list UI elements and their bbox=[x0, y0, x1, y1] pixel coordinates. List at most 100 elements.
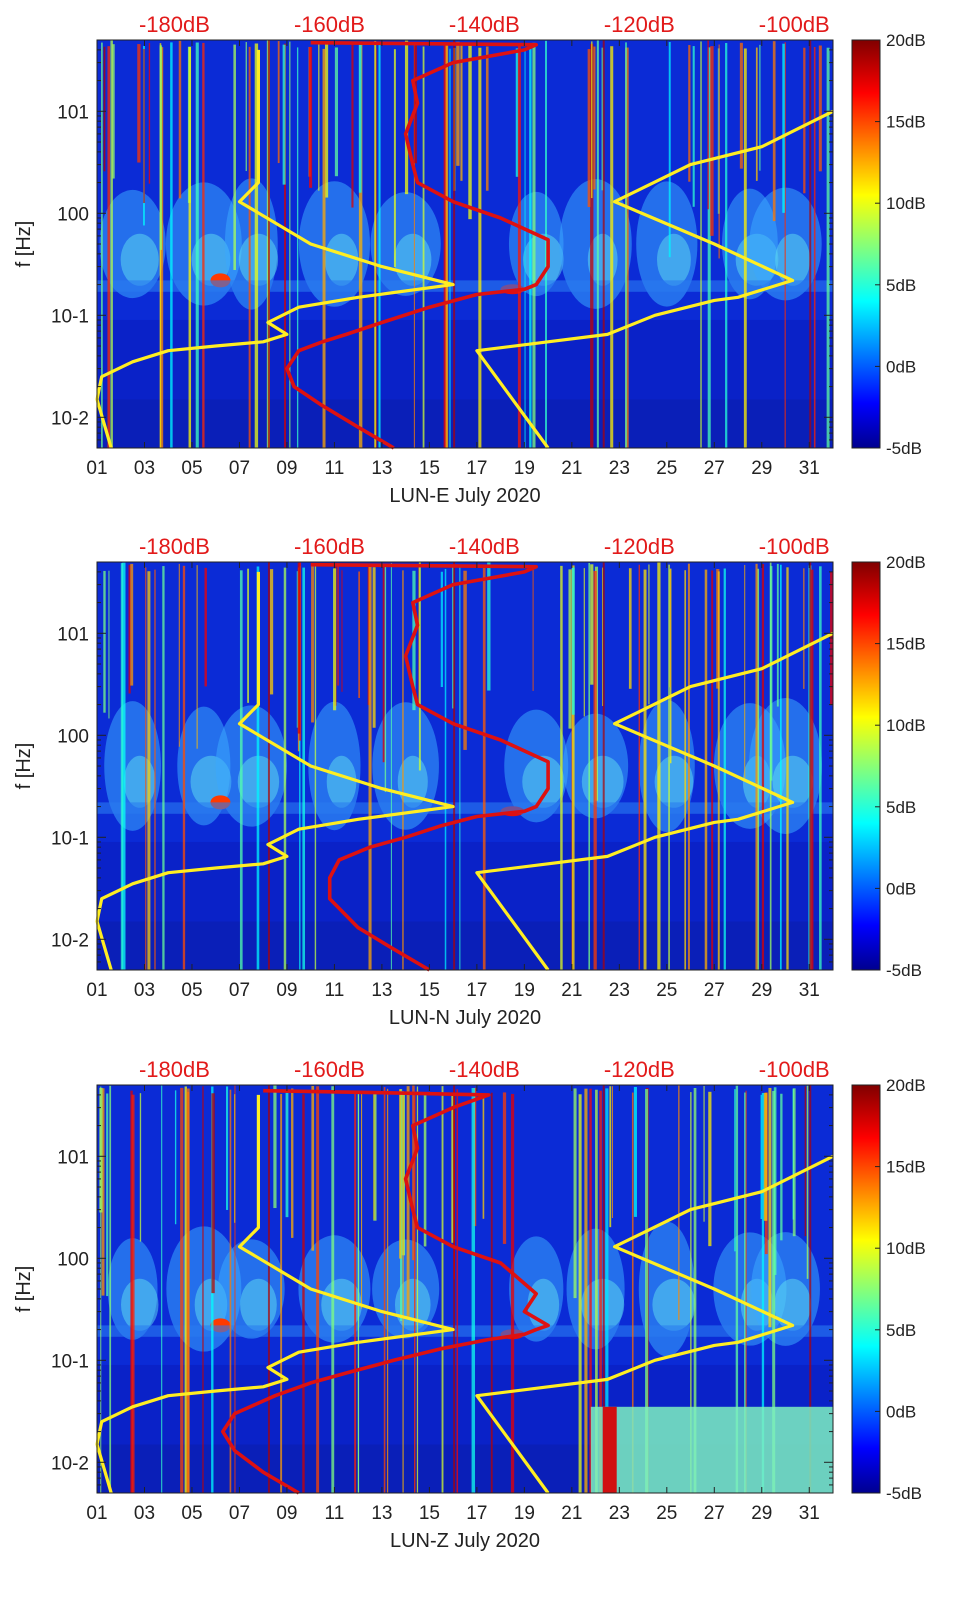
colorbar-tick-label: 15dB bbox=[886, 113, 926, 132]
x-tick-label: 21 bbox=[561, 980, 582, 1001]
spectrogram-streak bbox=[633, 1086, 637, 1217]
x-tick-label: 05 bbox=[181, 458, 202, 479]
spectrogram-band bbox=[590, 1406, 833, 1493]
spectrogram-streak bbox=[139, 1093, 142, 1242]
spectrogram-streak bbox=[739, 42, 743, 169]
top-axis-tick-label: -100dB bbox=[759, 12, 830, 37]
top-axis-tick-label: -120dB bbox=[604, 12, 675, 37]
spectrogram-streak bbox=[587, 49, 591, 208]
spectrogram-streak bbox=[776, 563, 779, 707]
x-tick-label: 11 bbox=[325, 980, 345, 1001]
spectrogram-streak bbox=[196, 565, 198, 749]
spectrogram-streak bbox=[101, 42, 103, 448]
spectrogram-streak bbox=[285, 1092, 289, 1218]
spectrogram-streak bbox=[299, 566, 301, 970]
spectrogram-streak bbox=[583, 568, 585, 717]
spectrogram-streak bbox=[755, 47, 758, 181]
spectrogram-streak bbox=[107, 46, 111, 448]
x-tick-label: 19 bbox=[514, 1503, 535, 1524]
top-axis-tick-label: -140dB bbox=[449, 12, 520, 37]
spectrogram-streak bbox=[386, 1088, 389, 1493]
spectrogram-streak bbox=[162, 566, 165, 970]
spectrogram-streak bbox=[745, 1090, 747, 1493]
spectrogram-streak bbox=[277, 41, 280, 164]
spectrogram-streak bbox=[818, 45, 822, 172]
spectrogram-streak bbox=[333, 568, 337, 711]
spectrogram-streak bbox=[628, 568, 632, 689]
spectrogram-streak bbox=[128, 564, 131, 694]
spectrogram-streak bbox=[813, 47, 816, 448]
x-tick-label: 29 bbox=[751, 980, 772, 1001]
spectrogram-streak bbox=[482, 567, 486, 970]
spectrogram-streak bbox=[760, 1094, 763, 1220]
spectrogram-streak bbox=[358, 571, 361, 699]
spectrogram-streak bbox=[571, 567, 575, 715]
spectrogram-streak bbox=[110, 40, 113, 449]
spectrogram-streak bbox=[761, 564, 765, 970]
spectrogram-streak bbox=[456, 1089, 459, 1493]
x-tick-label: 31 bbox=[799, 980, 820, 1001]
x-tick-label: 03 bbox=[134, 458, 155, 479]
x-tick-label: 07 bbox=[229, 980, 250, 1001]
spectrogram-energy bbox=[523, 233, 564, 286]
spectrogram-streak bbox=[734, 1089, 736, 1252]
top-axis-tick-label: -160dB bbox=[294, 534, 365, 559]
spectrogram-energy bbox=[121, 1278, 159, 1331]
x-axis-label: LUN-E July 2020 bbox=[389, 485, 540, 507]
spectrogram-streak bbox=[188, 46, 192, 448]
spectrogram-streak bbox=[690, 1092, 692, 1493]
y-tick-label: 10-2 bbox=[51, 1453, 89, 1474]
spectrogram-streak bbox=[572, 565, 575, 970]
colorbar bbox=[851, 561, 881, 971]
top-axis-tick-label: -180dB bbox=[139, 12, 210, 37]
spectrogram-streak bbox=[406, 1086, 410, 1318]
spectrogram-streak bbox=[174, 1090, 177, 1225]
x-tick-label: 17 bbox=[466, 980, 487, 1001]
top-axis-tick-label: -120dB bbox=[604, 1057, 675, 1082]
x-tick-label: 31 bbox=[799, 1503, 820, 1524]
x-tick-label: 13 bbox=[371, 458, 392, 479]
spectrogram-streak bbox=[109, 1085, 112, 1493]
colorbar-tick-label: 15dB bbox=[886, 1158, 926, 1177]
spectrogram-streak bbox=[99, 1087, 103, 1213]
spectrogram-streak bbox=[373, 1092, 377, 1221]
noise-model-curve-yellow bbox=[95, 49, 455, 449]
top-axis-tick-label: -140dB bbox=[449, 534, 520, 559]
spectrogram-streak bbox=[648, 564, 650, 705]
spectrogram-streak bbox=[792, 1088, 796, 1237]
spectrogram-streak bbox=[478, 47, 482, 449]
spectrogram-streak bbox=[296, 47, 299, 448]
spectrogram-streak bbox=[296, 571, 299, 728]
spectrogram-streak bbox=[418, 562, 421, 771]
spectrogram-streak bbox=[341, 570, 343, 692]
spectrogram-streak bbox=[170, 42, 173, 449]
spectrogram-streak bbox=[609, 1086, 612, 1228]
spectrogram-streak bbox=[374, 40, 377, 449]
spectrogram-streak bbox=[710, 46, 714, 236]
spectrogram-streak bbox=[487, 562, 491, 691]
x-tick-label: 05 bbox=[181, 980, 202, 1001]
x-tick-label: 03 bbox=[134, 980, 155, 1001]
spectrogram-streak bbox=[269, 569, 274, 695]
spectrogram-streak bbox=[284, 43, 287, 449]
spectrogram-streak bbox=[106, 1093, 109, 1297]
colorbar-tick-label: 0dB bbox=[886, 357, 916, 376]
x-tick-label: 25 bbox=[656, 980, 677, 1001]
spectrogram-streak bbox=[357, 1093, 360, 1493]
spectrogram-streak bbox=[358, 44, 362, 193]
spectrogram-streak bbox=[453, 1085, 456, 1493]
y-tick-label: 101 bbox=[57, 624, 89, 645]
spectrogram-streak bbox=[159, 45, 163, 250]
spectrogram-streak bbox=[763, 1092, 768, 1221]
x-tick-label: 27 bbox=[704, 1503, 725, 1524]
spectrogram-streak bbox=[779, 564, 782, 970]
spectrogram-streak bbox=[591, 41, 593, 199]
spectrogram-energy bbox=[326, 755, 357, 808]
colorbar-tick-label: 0dB bbox=[886, 879, 916, 898]
colorbar-tick-label: 10dB bbox=[886, 194, 926, 213]
spectrogram-streak bbox=[354, 1091, 357, 1493]
spectrogram-streak bbox=[810, 569, 814, 970]
spectrogram-streak bbox=[700, 41, 702, 448]
spectrogram-streak bbox=[769, 566, 773, 781]
